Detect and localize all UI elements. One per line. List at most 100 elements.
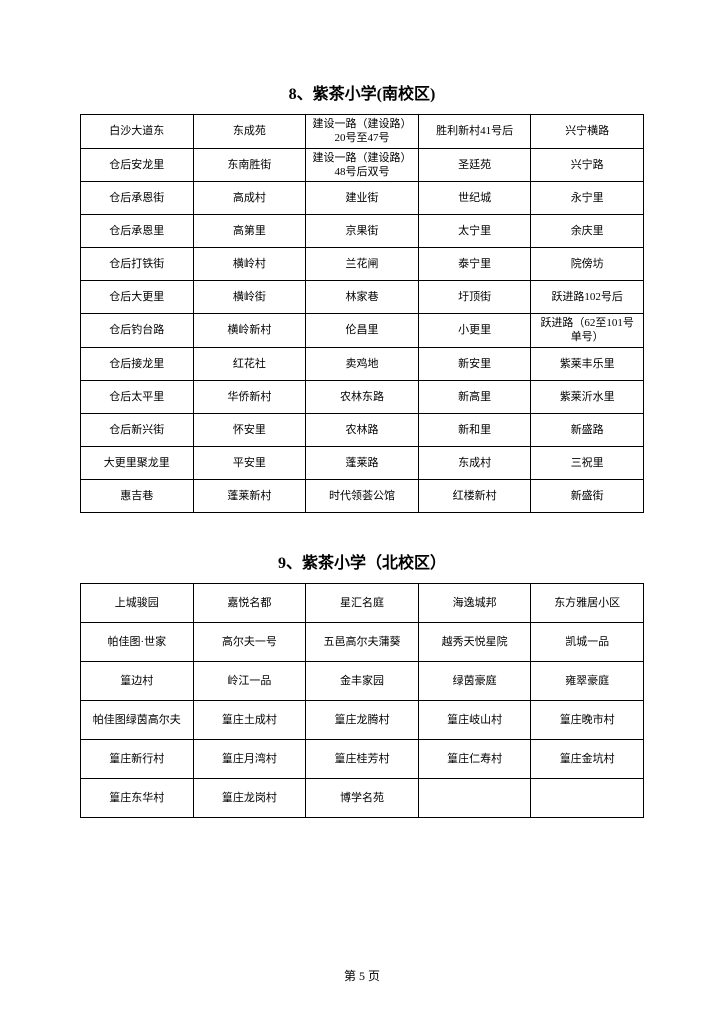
section2-title: 9、紫茶小学（北校区） — [80, 549, 644, 573]
table-cell: 篁庄东华村 — [81, 778, 194, 817]
table-cell: 泰宁里 — [418, 248, 531, 281]
table-row: 白沙大道东东成苑建设一路（建设路）20号至47号胜利新村41号后兴宁横路 — [81, 115, 644, 149]
table-cell: 东成苑 — [193, 115, 306, 149]
table-cell: 大更里聚龙里 — [81, 446, 194, 479]
table-cell: 新安里 — [418, 347, 531, 380]
table-cell: 高尔夫一号 — [193, 622, 306, 661]
table-cell: 余庆里 — [531, 215, 644, 248]
table-cell: 横岭村 — [193, 248, 306, 281]
table-cell: 横岭街 — [193, 281, 306, 314]
table-cell: 新和里 — [418, 413, 531, 446]
table-cell: 建设一路（建设路）20号至47号 — [306, 115, 419, 149]
table-cell: 建业街 — [306, 182, 419, 215]
table-cell: 篁庄桂芳村 — [306, 739, 419, 778]
table-cell: 红楼新村 — [418, 479, 531, 512]
table-row: 大更里聚龙里平安里蓬莱路东成村三祝里 — [81, 446, 644, 479]
table-cell — [531, 778, 644, 817]
table-cell: 帕佳图·世家 — [81, 622, 194, 661]
table-row: 仓后大更里横岭街林家巷圩顶街跃进路102号后 — [81, 281, 644, 314]
table-cell: 海逸城邦 — [418, 583, 531, 622]
table-cell: 篁庄仁寿村 — [418, 739, 531, 778]
table-cell: 绿茵豪庭 — [418, 661, 531, 700]
table-row: 仓后承恩里高第里京果街太宁里余庆里 — [81, 215, 644, 248]
table-cell: 篁庄龙腾村 — [306, 700, 419, 739]
table-cell: 仓后太平里 — [81, 380, 194, 413]
table-cell: 永宁里 — [531, 182, 644, 215]
table-cell: 篁庄月湾村 — [193, 739, 306, 778]
table-cell: 星汇名庭 — [306, 583, 419, 622]
table-cell: 横岭新村 — [193, 314, 306, 348]
table-cell: 金丰家园 — [306, 661, 419, 700]
table-cell: 高成村 — [193, 182, 306, 215]
table-cell: 三祝里 — [531, 446, 644, 479]
table-cell: 小更里 — [418, 314, 531, 348]
table-cell: 博学名苑 — [306, 778, 419, 817]
table-row: 帕佳图绿茵高尔夫篁庄土成村篁庄龙腾村篁庄岐山村篁庄晚市村 — [81, 700, 644, 739]
table-cell: 东方雅居小区 — [531, 583, 644, 622]
table-cell: 紫莱丰乐里 — [531, 347, 644, 380]
table-cell: 仓后大更里 — [81, 281, 194, 314]
table-cell: 仓后钓台路 — [81, 314, 194, 348]
table-cell: 建设一路（建设路）48号后双号 — [306, 148, 419, 182]
table-cell: 华侨新村 — [193, 380, 306, 413]
page-number: 第 5 页 — [0, 967, 724, 984]
table-cell: 仓后承恩街 — [81, 182, 194, 215]
table-cell: 农林路 — [306, 413, 419, 446]
table-cell: 新盛路 — [531, 413, 644, 446]
table-cell: 圣廷苑 — [418, 148, 531, 182]
table-cell: 仓后承恩里 — [81, 215, 194, 248]
table-row: 篁庄新行村篁庄月湾村篁庄桂芳村篁庄仁寿村篁庄金坑村 — [81, 739, 644, 778]
table-cell: 篁庄龙岗村 — [193, 778, 306, 817]
table-cell: 时代领荟公馆 — [306, 479, 419, 512]
table-row: 篁边村岭江一品金丰家园绿茵豪庭雍翠豪庭 — [81, 661, 644, 700]
section1-title: 8、紫茶小学(南校区) — [80, 80, 644, 104]
table-cell: 嘉悦名都 — [193, 583, 306, 622]
table-row: 仓后接龙里红花社卖鸡地新安里紫莱丰乐里 — [81, 347, 644, 380]
table-cell: 兴宁路 — [531, 148, 644, 182]
table-cell: 篁庄晚市村 — [531, 700, 644, 739]
table-cell: 白沙大道东 — [81, 115, 194, 149]
table-cell: 惠吉巷 — [81, 479, 194, 512]
table-row: 仓后打铁街横岭村兰花闸泰宁里院傍坊 — [81, 248, 644, 281]
table-row: 上城骏园嘉悦名都星汇名庭海逸城邦东方雅居小区 — [81, 583, 644, 622]
table-cell: 兴宁横路 — [531, 115, 644, 149]
table-cell: 篁庄土成村 — [193, 700, 306, 739]
table-cell: 仓后新兴街 — [81, 413, 194, 446]
table-cell: 院傍坊 — [531, 248, 644, 281]
table-cell: 高第里 — [193, 215, 306, 248]
table-row: 仓后钓台路横岭新村伦昌里小更里跃进路（62至101号单号） — [81, 314, 644, 348]
table-cell: 越秀天悦星院 — [418, 622, 531, 661]
table-cell: 怀安里 — [193, 413, 306, 446]
table-cell: 岭江一品 — [193, 661, 306, 700]
table-cell: 林家巷 — [306, 281, 419, 314]
table-cell: 上城骏园 — [81, 583, 194, 622]
table-row: 惠吉巷蓬莱新村时代领荟公馆红楼新村新盛街 — [81, 479, 644, 512]
table-cell: 世纪城 — [418, 182, 531, 215]
table-cell: 帕佳图绿茵高尔夫 — [81, 700, 194, 739]
table-row: 仓后安龙里东南胜街建设一路（建设路）48号后双号圣廷苑兴宁路 — [81, 148, 644, 182]
table-cell: 凯城一品 — [531, 622, 644, 661]
table-cell: 跃进路102号后 — [531, 281, 644, 314]
table-section1: 白沙大道东东成苑建设一路（建设路）20号至47号胜利新村41号后兴宁横路仓后安龙… — [80, 114, 644, 513]
table-cell: 农林东路 — [306, 380, 419, 413]
table-cell: 雍翠豪庭 — [531, 661, 644, 700]
table-cell: 篁边村 — [81, 661, 194, 700]
table-cell: 仓后打铁街 — [81, 248, 194, 281]
table-cell: 平安里 — [193, 446, 306, 479]
table-cell: 新高里 — [418, 380, 531, 413]
table-cell: 紫莱沂水里 — [531, 380, 644, 413]
table-cell: 胜利新村41号后 — [418, 115, 531, 149]
table-cell: 太宁里 — [418, 215, 531, 248]
table-cell: 蓬莱新村 — [193, 479, 306, 512]
table-cell: 篁庄新行村 — [81, 739, 194, 778]
table-cell: 篁庄金坑村 — [531, 739, 644, 778]
table-cell: 京果街 — [306, 215, 419, 248]
table-section2: 上城骏园嘉悦名都星汇名庭海逸城邦东方雅居小区帕佳图·世家高尔夫一号五邑高尔夫蒲葵… — [80, 583, 644, 818]
table-cell: 圩顶街 — [418, 281, 531, 314]
table-cell: 东南胜街 — [193, 148, 306, 182]
table-cell: 兰花闸 — [306, 248, 419, 281]
table-cell: 蓬莱路 — [306, 446, 419, 479]
table-cell: 伦昌里 — [306, 314, 419, 348]
table-row: 帕佳图·世家高尔夫一号五邑高尔夫蒲葵越秀天悦星院凯城一品 — [81, 622, 644, 661]
table-cell: 仓后安龙里 — [81, 148, 194, 182]
